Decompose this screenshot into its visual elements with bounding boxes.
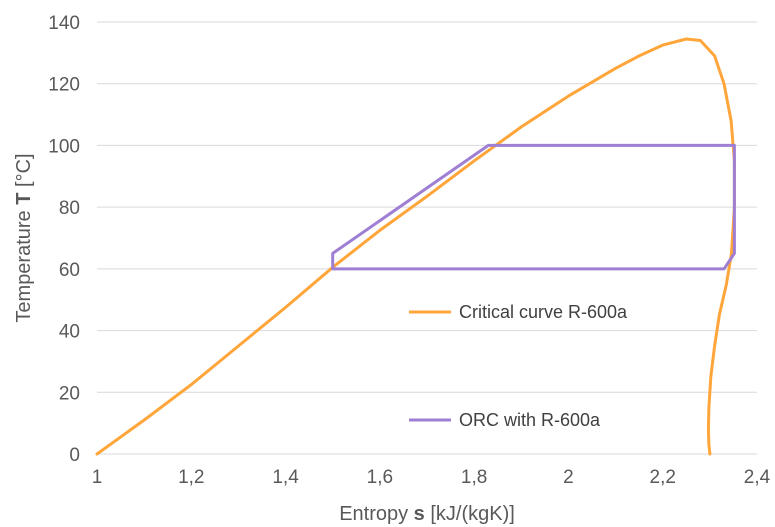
legend-label: ORC with R-600a	[459, 410, 601, 430]
x-axis-label-suffix: [kJ/(kgK)]	[425, 503, 515, 525]
x-tick-label: 1,6	[367, 467, 393, 488]
y-tick-label: 140	[48, 13, 80, 34]
x-tick-label: 1	[92, 467, 103, 488]
y-tick-label: 20	[59, 383, 80, 404]
series-line-orc-cycle	[331, 143, 736, 271]
y-tick-label: 60	[59, 260, 80, 281]
x-axis-label-symbol: s	[414, 503, 425, 525]
legend-label: Critical curve R-600a	[459, 302, 628, 322]
x-tick-labels: 1 1,2 1,4 1,6 1,8 2 2,2 2,4	[92, 467, 771, 488]
legend: Critical curve R-600a ORC with R-600a	[409, 302, 628, 430]
x-tick-label: 2,4	[744, 467, 771, 488]
x-tick-label: 2,2	[650, 467, 676, 488]
x-axis-label: Entropy s [kJ/(kgK)]	[339, 503, 515, 525]
y-axis-label-prefix: Temperature	[13, 205, 35, 323]
x-axis-label-prefix: Entropy	[339, 503, 413, 525]
series-line-critical-curve	[95, 37, 736, 456]
y-tick-labels: 0 20 40 60 80 100 120 140	[48, 13, 80, 466]
y-axis-label: Temperature T [°C]	[13, 153, 35, 322]
x-tick-label: 1,2	[178, 467, 204, 488]
y-tick-label: 100	[48, 136, 80, 157]
x-tick-label: 1,8	[461, 467, 487, 488]
series-layer	[95, 37, 736, 456]
grid	[97, 21, 757, 455]
y-axis-label-symbol: T	[13, 193, 35, 205]
x-tick-label: 1,4	[272, 467, 299, 488]
y-tick-label: 80	[59, 198, 80, 219]
y-tick-label: 40	[59, 322, 80, 343]
x-tick-label: 2	[563, 467, 574, 488]
y-tick-label: 0	[69, 445, 80, 466]
y-tick-label: 120	[48, 75, 80, 96]
y-axis-label-suffix: [°C]	[13, 153, 35, 192]
